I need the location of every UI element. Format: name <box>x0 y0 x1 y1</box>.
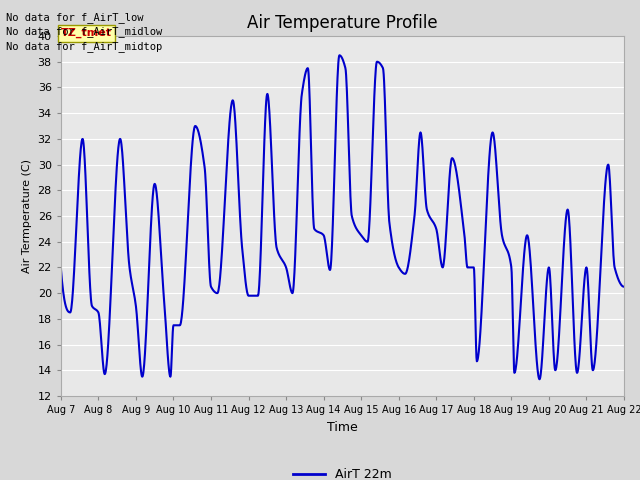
Legend: AirT 22m: AirT 22m <box>289 464 396 480</box>
Text: No data for f_AirT_midlow: No data for f_AirT_midlow <box>6 26 163 37</box>
X-axis label: Time: Time <box>327 420 358 433</box>
Text: No data for f_AirT_low: No data for f_AirT_low <box>6 12 144 23</box>
Text: No data for f_AirT_midtop: No data for f_AirT_midtop <box>6 41 163 52</box>
Y-axis label: Air Termperature (C): Air Termperature (C) <box>22 159 32 273</box>
Text: TZ_tmet: TZ_tmet <box>61 28 112 38</box>
Title: Air Temperature Profile: Air Temperature Profile <box>247 13 438 32</box>
